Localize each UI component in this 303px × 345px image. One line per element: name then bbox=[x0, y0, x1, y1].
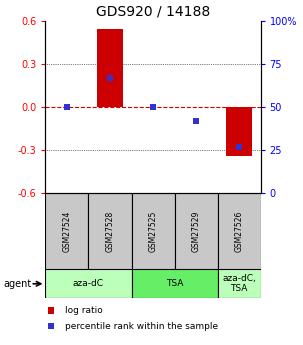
Text: percentile rank within the sample: percentile rank within the sample bbox=[65, 322, 218, 331]
Bar bbox=[88, 193, 132, 269]
Text: GSM27526: GSM27526 bbox=[235, 210, 244, 252]
Bar bbox=[45, 269, 132, 298]
Bar bbox=[45, 193, 88, 269]
Text: TSA: TSA bbox=[166, 279, 183, 288]
Bar bbox=[132, 193, 175, 269]
Text: GSM27528: GSM27528 bbox=[105, 210, 115, 252]
Bar bbox=[175, 193, 218, 269]
Title: GDS920 / 14188: GDS920 / 14188 bbox=[96, 4, 210, 18]
Bar bbox=[97, 29, 123, 107]
Text: GSM27524: GSM27524 bbox=[62, 210, 72, 252]
Text: GSM27529: GSM27529 bbox=[191, 210, 201, 252]
Text: aza-dC,
TSA: aza-dC, TSA bbox=[222, 274, 256, 294]
Text: agent: agent bbox=[3, 279, 31, 289]
Text: aza-dC: aza-dC bbox=[73, 279, 104, 288]
Bar bbox=[218, 269, 261, 298]
Text: GSM27525: GSM27525 bbox=[148, 210, 158, 252]
Bar bbox=[226, 107, 252, 156]
Bar bbox=[218, 193, 261, 269]
Text: log ratio: log ratio bbox=[65, 306, 103, 315]
Bar bbox=[132, 269, 218, 298]
